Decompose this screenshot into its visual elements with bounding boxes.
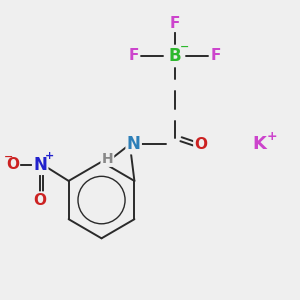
Text: F: F: [210, 48, 220, 63]
Text: N: N: [127, 135, 141, 153]
Text: O: O: [34, 193, 47, 208]
Text: −: −: [3, 152, 13, 161]
Text: H: H: [102, 152, 113, 166]
Text: O: O: [6, 157, 19, 172]
Text: +: +: [45, 152, 54, 161]
Text: N: N: [33, 156, 47, 174]
Text: F: F: [169, 16, 180, 31]
Text: +: +: [267, 130, 278, 143]
Text: F: F: [128, 48, 139, 63]
Text: K: K: [252, 135, 266, 153]
Text: −: −: [180, 42, 190, 52]
Text: O: O: [194, 136, 207, 152]
Text: B: B: [168, 47, 181, 65]
